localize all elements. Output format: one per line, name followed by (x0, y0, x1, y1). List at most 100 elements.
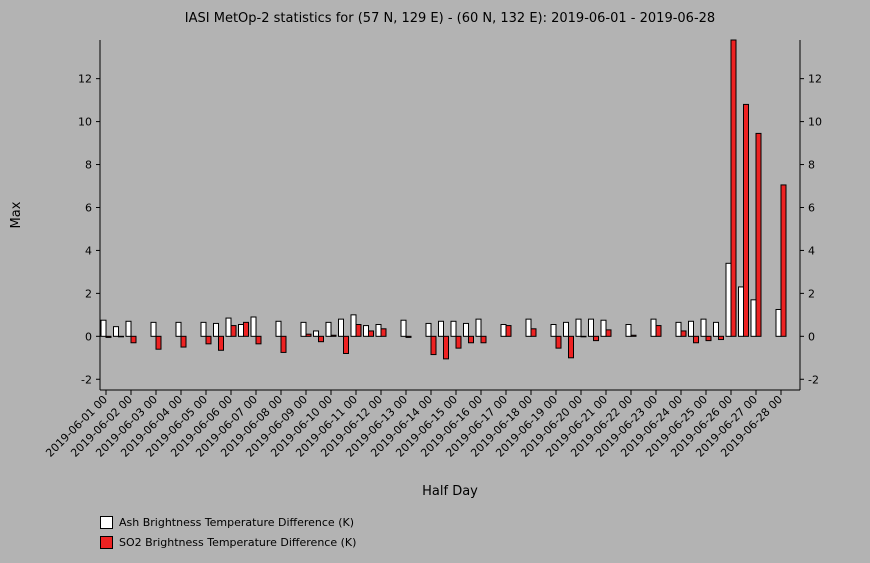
bar-ash (363, 325, 369, 337)
bar-ash (250, 316, 257, 337)
bar-so2 (455, 335, 462, 349)
y-tick-label-left: 12 (78, 73, 92, 86)
y-tick-label-left: -2 (81, 373, 92, 386)
bar-so2 (443, 335, 449, 360)
bar-ash (375, 324, 382, 337)
legend-label-ash: Ash Brightness Temperature Difference (K… (119, 515, 354, 529)
bar-ash (425, 322, 432, 337)
bar-ash (738, 286, 744, 337)
bar-so2 (130, 335, 137, 344)
bar-ash (650, 318, 657, 337)
chart-title: IASI MetOp-2 statistics for (57 N, 129 E… (185, 11, 715, 26)
bar-so2 (355, 324, 362, 337)
bar-so2 (680, 330, 687, 337)
legend-label-so2: SO2 Brightness Temperature Difference (K… (119, 535, 357, 549)
bar-so2 (780, 184, 787, 337)
bar-so2 (468, 335, 474, 344)
y-tick-label-left: 2 (85, 287, 92, 300)
bar-ash (225, 317, 232, 337)
bar-so2 (430, 335, 437, 356)
bar-so2 (755, 132, 762, 337)
bar-ash (113, 326, 119, 337)
legend-item-ash: Ash Brightness Temperature Difference (K… (100, 512, 356, 532)
bar-so2 (630, 334, 637, 337)
legend-swatch-ash (100, 515, 113, 529)
bar-ash (350, 314, 357, 337)
bar-ash (550, 324, 557, 337)
bar-so2 (305, 333, 312, 337)
y-tick-label-right: 8 (808, 159, 815, 172)
legend-item-so2: SO2 Brightness Temperature Difference (K… (100, 532, 356, 552)
bar-ash (675, 321, 682, 337)
bar-ash (725, 262, 732, 337)
bar-so2 (655, 325, 662, 337)
bar-ash (300, 321, 307, 337)
bar-ash (563, 321, 569, 337)
bar-ash (688, 320, 694, 337)
bar-so2 (480, 335, 487, 344)
bar-ash (450, 320, 457, 337)
bar-so2 (255, 335, 262, 345)
bar-ash (475, 318, 482, 337)
bar-ash (775, 308, 782, 337)
bar-ash (238, 324, 244, 337)
bar-so2 (743, 103, 749, 337)
bar-so2 (730, 39, 737, 337)
bar-ash (588, 318, 594, 337)
bar-ash (338, 318, 344, 337)
bar-ash (100, 319, 107, 337)
bar-so2 (180, 335, 187, 348)
y-tick-label-right: 4 (808, 244, 815, 257)
bar-so2 (505, 325, 512, 337)
bar-so2 (693, 335, 699, 344)
y-tick-label-left: 10 (78, 116, 92, 129)
bar-so2 (368, 330, 374, 337)
y-tick-label-right: 10 (808, 116, 822, 129)
bar-ash (313, 330, 319, 337)
bar-ash (713, 321, 719, 337)
bar-so2 (205, 335, 212, 345)
bar-so2 (243, 321, 249, 337)
bar-so2 (555, 335, 562, 349)
bar-so2 (155, 335, 162, 350)
bar-ash (175, 321, 182, 337)
bar-ash (575, 318, 582, 337)
bar-ash (625, 324, 632, 337)
bar-ash (438, 320, 444, 337)
bar-ash (400, 319, 407, 337)
bar-ash (600, 319, 607, 337)
bar-ash (200, 321, 207, 337)
y-tick-label-right: 2 (808, 287, 815, 300)
bar-ash (125, 320, 132, 337)
y-tick-label-right: 0 (808, 330, 815, 343)
bar-so2 (318, 335, 324, 343)
bar-so2 (330, 334, 337, 337)
x-axis-label: Half Day (422, 484, 478, 499)
y-tick-label-left: 6 (85, 201, 92, 214)
bar-so2 (105, 335, 112, 338)
bar-so2 (568, 335, 574, 359)
legend: Ash Brightness Temperature Difference (K… (100, 512, 356, 552)
y-tick-label-right: 12 (808, 73, 822, 86)
bar-ash (463, 322, 469, 337)
y-tick-label-right: -2 (808, 373, 819, 386)
bar-so2 (118, 335, 124, 338)
y-tick-label-left: 4 (85, 244, 92, 257)
bar-so2 (380, 328, 387, 337)
bar-so2 (593, 335, 599, 342)
bar-so2 (230, 325, 237, 337)
bar-ash (325, 321, 332, 337)
bar-so2 (405, 335, 412, 338)
y-tick-label-left: 0 (85, 330, 92, 343)
legend-swatch-so2 (100, 535, 113, 549)
y-tick-label-left: 8 (85, 159, 92, 172)
bar-so2 (580, 335, 587, 338)
bar-ash (275, 320, 282, 337)
bar-so2 (605, 329, 612, 337)
bar-so2 (718, 335, 724, 341)
bar-so2 (343, 335, 349, 354)
bar-ash (700, 318, 707, 337)
bar-ash (150, 321, 157, 337)
